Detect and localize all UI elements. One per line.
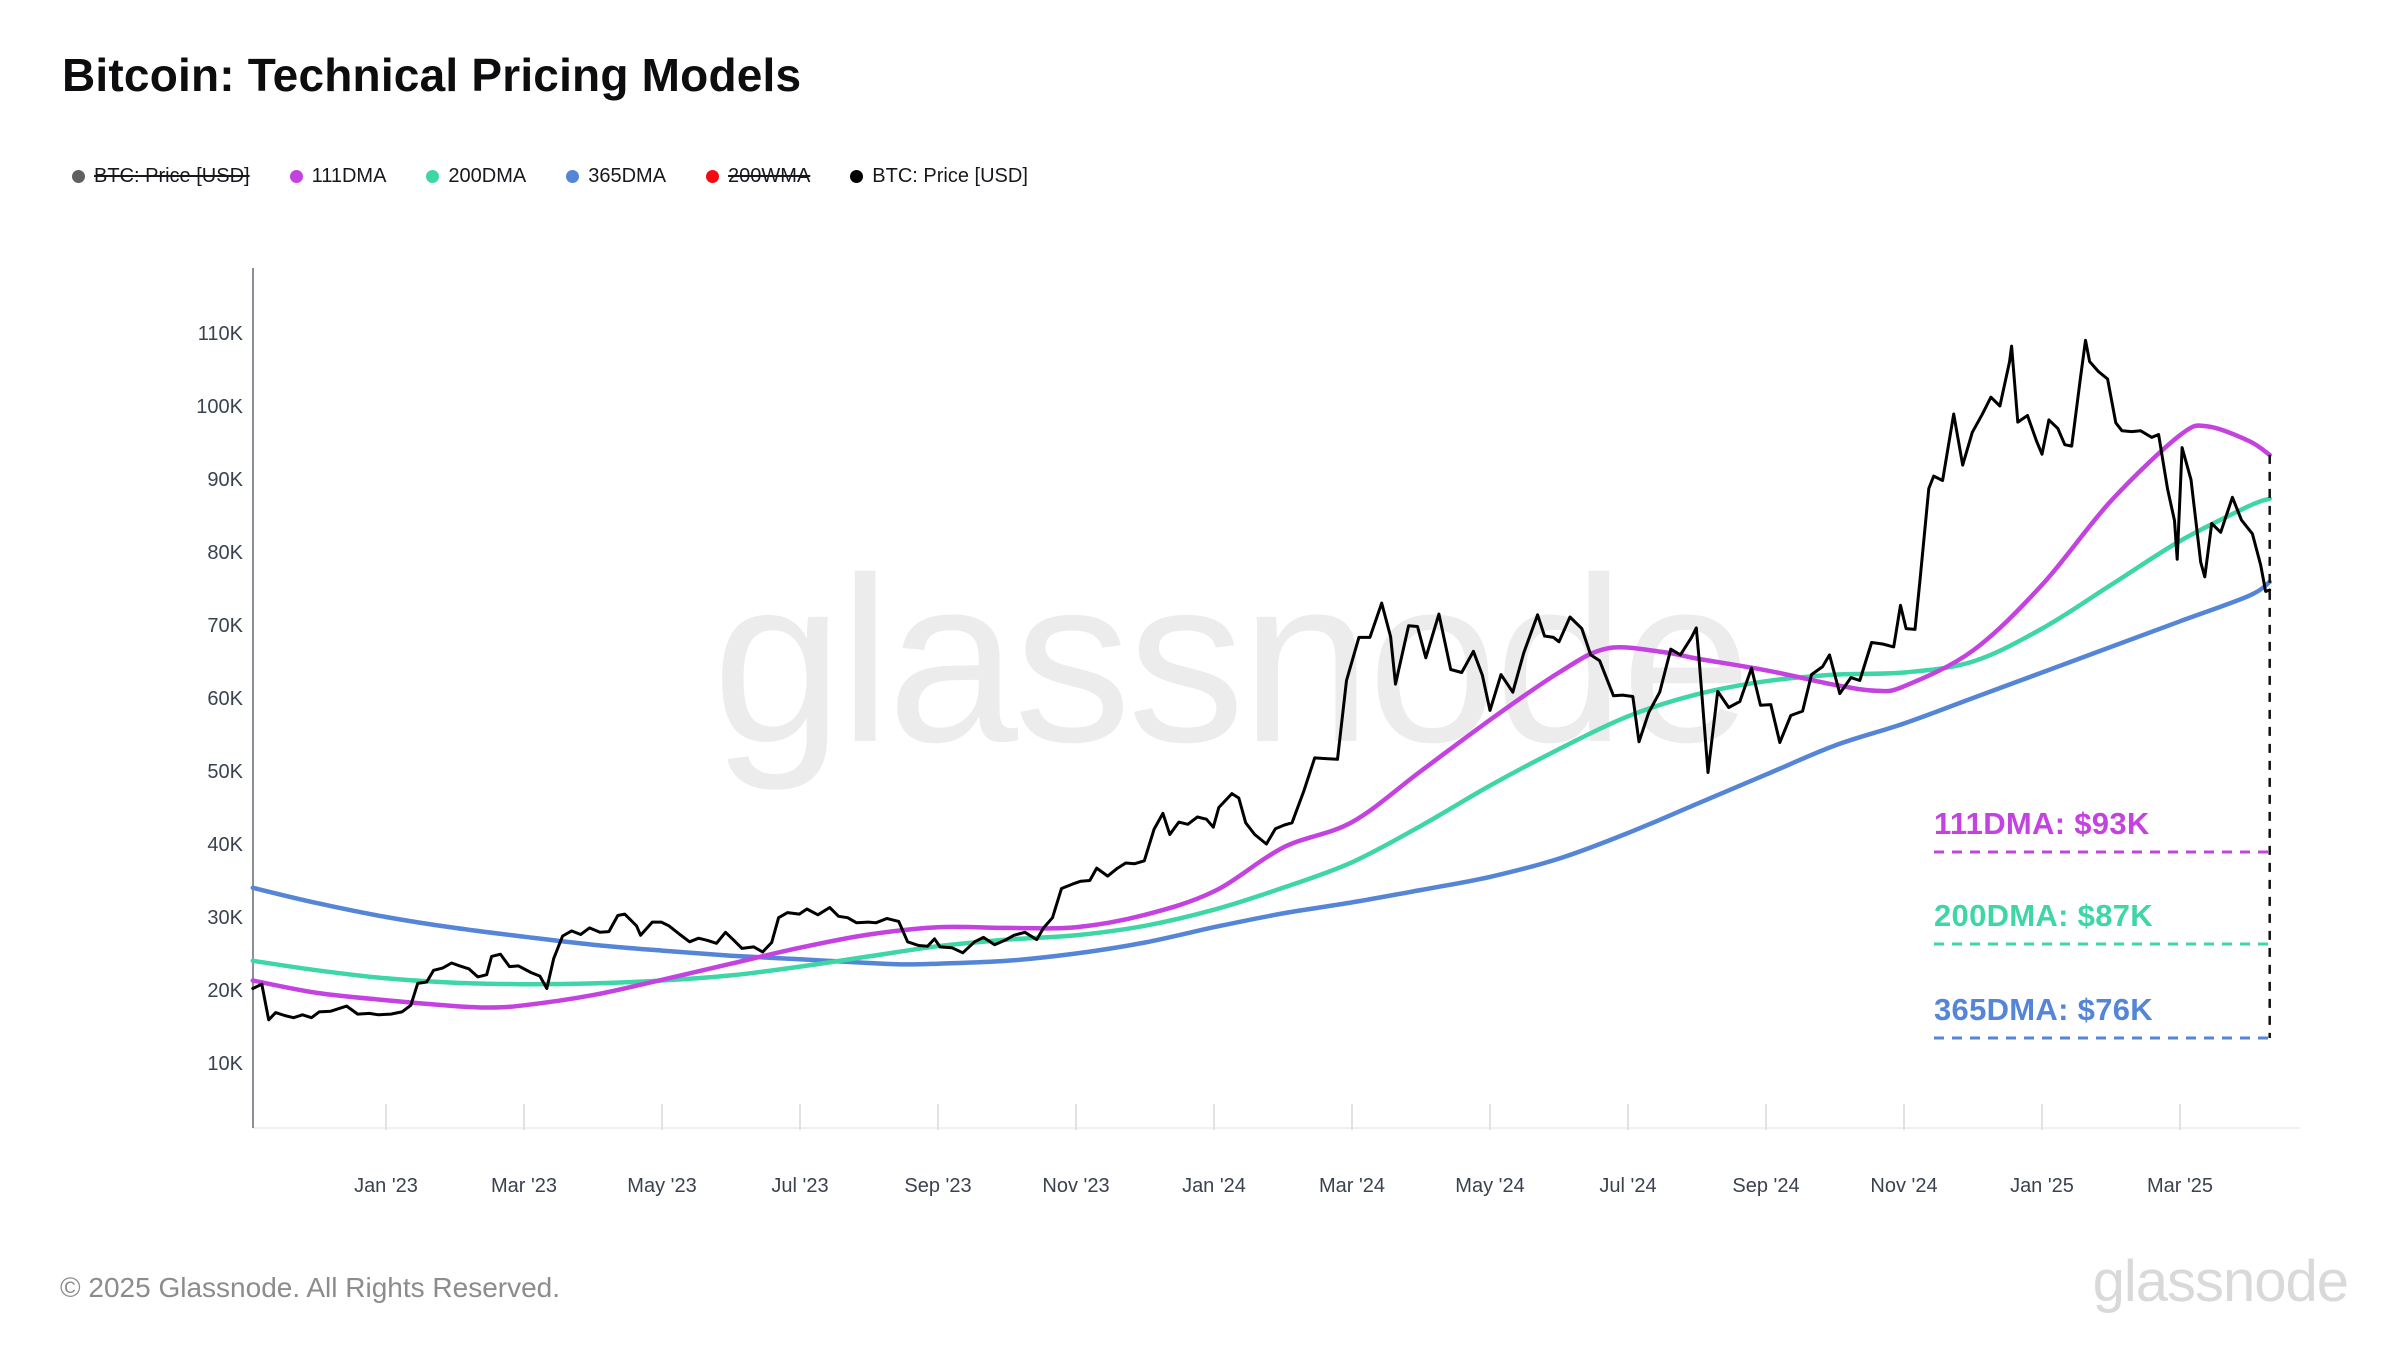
legend-dot-icon bbox=[850, 170, 864, 183]
legend-dot-icon bbox=[426, 170, 440, 183]
legend-item-365dma[interactable]: 365DMA bbox=[566, 165, 666, 188]
x-tick-label: Sep '24 bbox=[1732, 1175, 1799, 1197]
y-tick-label: 50K bbox=[207, 761, 243, 783]
legend-label: 111DMA bbox=[311, 165, 387, 187]
series-line-200dma bbox=[250, 496, 2272, 987]
x-tick-label: Sep '23 bbox=[904, 1175, 971, 1197]
x-tick-label: Nov '24 bbox=[1870, 1175, 1937, 1197]
x-tick-label: Mar '24 bbox=[1319, 1175, 1385, 1197]
y-tick-label: 60K bbox=[207, 688, 243, 710]
x-tick-label: Jul '24 bbox=[1599, 1175, 1656, 1197]
legend-item-200dma[interactable]: 200DMA bbox=[426, 165, 526, 188]
x-tick-label: Mar '25 bbox=[2147, 1175, 2213, 1197]
y-tick-label: 40K bbox=[207, 834, 243, 856]
legend: BTC: Price [USD] 111DMA 200DMA 365DMA 200WMA… bbox=[72, 165, 1028, 188]
series-line-365dma bbox=[250, 579, 2272, 967]
legend-item-111dma[interactable]: 111DMA bbox=[289, 165, 387, 188]
x-tick-label: Jul '23 bbox=[771, 1175, 828, 1197]
x-tick-label: Jan '23 bbox=[354, 1175, 418, 1197]
legend-dot-icon bbox=[72, 170, 85, 183]
y-tick-label: 110K bbox=[198, 323, 244, 345]
legend-dot-icon bbox=[706, 170, 720, 183]
y-tick-label: 90K bbox=[207, 469, 243, 491]
legend-label: 200WMA bbox=[728, 165, 811, 187]
legend-label: BTC: Price [USD] bbox=[94, 165, 250, 187]
copyright-text: © 2025 Glassnode. All Rights Reserved. bbox=[60, 1272, 561, 1303]
legend-label: BTC: Price [USD] bbox=[872, 165, 1028, 187]
annotation-365dma: 365DMA: $76K bbox=[1934, 992, 2153, 1027]
legend-label: 365DMA bbox=[588, 165, 667, 187]
y-tick-label: 20K bbox=[207, 980, 243, 1002]
page-title: Bitcoin: Technical Pricing Models bbox=[62, 49, 802, 101]
x-tick-label: Nov '23 bbox=[1042, 1175, 1109, 1197]
y-tick-label: 10K bbox=[207, 1053, 243, 1075]
legend-label: 200DMA bbox=[448, 165, 527, 187]
x-tick-label: Mar '23 bbox=[491, 1175, 557, 1197]
glassnode-logo: glassnode bbox=[2092, 1249, 2349, 1314]
legend-item-200wma[interactable]: 200WMA bbox=[706, 165, 810, 188]
annotation-111dma: 111DMA: $93K bbox=[1934, 806, 2150, 841]
series-line-111dma bbox=[250, 423, 2272, 1010]
y-tick-label: 80K bbox=[207, 542, 243, 564]
legend-dot-icon bbox=[566, 170, 580, 183]
x-tick-label: Jan '24 bbox=[1182, 1175, 1246, 1197]
y-tick-label: 100K bbox=[196, 396, 243, 418]
legend-item-btc-price-usd-2[interactable]: BTC: Price [USD] bbox=[850, 165, 1028, 188]
y-tick-label: 70K bbox=[207, 615, 243, 637]
x-tick-label: Jan '25 bbox=[2010, 1175, 2074, 1197]
series-line-btc-price-usd bbox=[251, 338, 2272, 1022]
x-tick-label: May '23 bbox=[627, 1175, 696, 1197]
legend-item-btc-price-usd[interactable]: BTC: Price [USD] bbox=[72, 165, 250, 188]
legend-dot-icon bbox=[289, 170, 303, 183]
x-tick-label: May '24 bbox=[1455, 1175, 1524, 1197]
annotation-200dma: 200DMA: $87K bbox=[1934, 898, 2153, 933]
y-tick-label: 30K bbox=[207, 907, 243, 929]
